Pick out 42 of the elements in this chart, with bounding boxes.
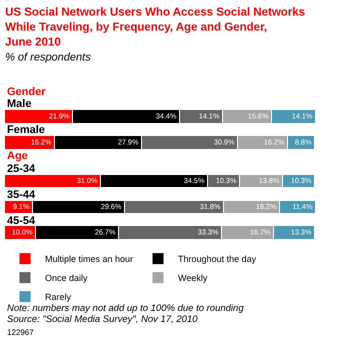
legend-label: Throughout the day [178, 254, 257, 264]
y-tick-label: 45-54 [7, 215, 36, 227]
data-label: 16.2% [30, 137, 52, 146]
data-label: 14.1% [198, 111, 220, 120]
data-label: 13.3% [290, 227, 312, 236]
data-label: 9.1% [12, 202, 30, 211]
annotation: Age [7, 150, 28, 162]
data-label: 31.8% [200, 202, 221, 211]
source-note: Source: "Social Media Survey", Nov 17, 2010 [7, 314, 198, 325]
chart-subtitle: % of respondents [5, 51, 92, 64]
y-tick-label: Male [7, 98, 32, 110]
data-label: 18.2% [256, 202, 277, 211]
data-label: 33.3% [198, 227, 219, 236]
chart-title: US Social Network Users Who Access Social Networks While Traveling, by Frequency, Age and Gender, June 2010 [5, 6, 306, 49]
y-tick-label: 25-34 [7, 163, 36, 175]
data-label: 14.1% [292, 111, 313, 120]
data-label: 34.5% [184, 176, 205, 185]
data-label: 34.4% [156, 111, 177, 120]
legend-label: Multiple times an hour [45, 254, 134, 264]
y-tick-label: 35-44 [7, 189, 36, 201]
legend-label: Once daily [45, 273, 88, 284]
legend-label: Weekly [178, 273, 208, 284]
data-label: 29.6% [100, 202, 122, 211]
data-label: 27.9% [118, 137, 139, 146]
data-label: 16.2% [264, 137, 285, 146]
text: Note: numbers may not add up to 100% due to rounding [7, 303, 244, 314]
y-tick-label: Female [7, 124, 45, 136]
data-label: 11.4% [292, 202, 313, 211]
data-label: 15.6% [248, 111, 269, 120]
data-label: 16.7% [250, 227, 271, 236]
data-label: 31.0% [76, 176, 98, 185]
data-label: 10.3% [290, 176, 312, 185]
data-label: 10.3% [216, 176, 237, 185]
data-label: 8.8% [294, 137, 312, 146]
legend-label: Rarely [45, 292, 72, 302]
text: Gender [7, 86, 46, 98]
text: 122967 [7, 328, 34, 337]
data-label: 10.0% [12, 227, 33, 236]
data-label: 21.9% [48, 111, 70, 120]
data-label: 26.7% [94, 227, 116, 236]
data-label: 13.8% [258, 176, 280, 185]
data-label: 30.9% [214, 137, 235, 146]
